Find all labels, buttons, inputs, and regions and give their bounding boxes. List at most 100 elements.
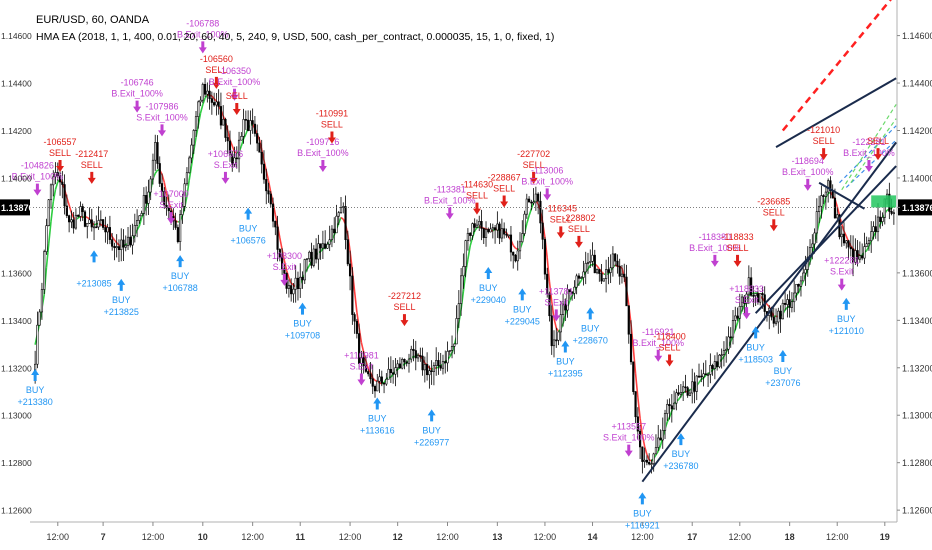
candle-body <box>648 462 651 465</box>
candle-body <box>346 239 349 265</box>
candle-body <box>734 315 737 321</box>
candle <box>231 150 234 172</box>
candle <box>294 265 297 303</box>
candle-body <box>573 286 576 294</box>
candle-body <box>61 181 64 185</box>
signal-exit: S.Exit+107000 <box>153 189 189 225</box>
candle <box>448 350 451 356</box>
candle <box>437 352 440 375</box>
sell-arrow-icon <box>232 103 241 116</box>
candle-body <box>682 386 685 393</box>
candle <box>605 259 608 293</box>
candle <box>392 360 395 384</box>
candle <box>851 235 855 277</box>
candle <box>52 170 55 197</box>
candle <box>389 356 392 383</box>
candle-body <box>600 273 603 282</box>
candle <box>394 358 397 387</box>
candle <box>654 434 658 455</box>
candle-body <box>876 216 880 233</box>
candle-body <box>616 260 619 267</box>
candle <box>480 209 483 241</box>
candle <box>489 223 492 233</box>
signal-sell: SELL-118833 <box>721 232 754 267</box>
candle <box>174 212 177 230</box>
candle-body <box>829 180 832 192</box>
left-tick-label: 1.12800 <box>1 458 32 468</box>
candle <box>412 339 415 362</box>
candle <box>86 222 89 239</box>
candle-body <box>208 90 211 99</box>
signal-sell: SELL <box>226 91 248 116</box>
candle <box>566 284 569 318</box>
candle <box>516 240 519 271</box>
candle <box>358 323 361 370</box>
candle <box>539 191 542 234</box>
candle <box>364 356 368 373</box>
sell-arrow-icon <box>472 202 481 215</box>
candle <box>849 235 852 257</box>
hma-segment <box>340 216 344 220</box>
signal-buy: BUY +236780 <box>663 433 699 471</box>
candle-body <box>326 243 329 249</box>
candle-body <box>389 368 392 374</box>
candle-body <box>54 172 57 178</box>
signal-label: SELL <box>466 191 488 201</box>
candle-body <box>337 212 340 217</box>
candle <box>892 209 895 225</box>
y-tick-label: 1.13400 <box>902 316 932 326</box>
candle-body <box>260 151 263 165</box>
signal-exit: S.Exit+113781 <box>539 286 574 322</box>
candle <box>106 223 109 245</box>
candle-body <box>240 136 243 141</box>
candle <box>795 283 798 301</box>
candle-body <box>321 243 324 249</box>
candle-body <box>267 190 270 195</box>
candle <box>781 299 784 320</box>
candle <box>219 92 223 130</box>
candle <box>247 110 250 132</box>
candle-body <box>818 205 821 212</box>
candle-body <box>643 459 646 462</box>
candle <box>464 239 467 278</box>
candle <box>426 352 429 381</box>
candle-body <box>575 275 578 288</box>
signal-label: +229040 <box>471 295 506 305</box>
candle-body <box>716 361 719 368</box>
candle-body <box>772 316 775 324</box>
candle <box>262 150 266 184</box>
sell-arrow-icon <box>529 171 538 184</box>
candle-body <box>201 84 204 101</box>
candle-body <box>686 387 689 396</box>
candle <box>593 249 596 274</box>
candle-body <box>385 378 388 385</box>
hma-segment <box>634 373 639 398</box>
sell-arrow-icon <box>769 219 778 232</box>
candle <box>348 250 352 291</box>
candle-body <box>38 311 41 326</box>
candle <box>711 363 714 376</box>
candle-body <box>525 198 528 215</box>
signal-label: BUY <box>479 283 498 293</box>
candle <box>108 215 111 245</box>
hma-segment <box>596 265 600 270</box>
signal-sell: SELL-228802 <box>562 213 595 248</box>
candle <box>661 417 664 449</box>
candle <box>847 239 850 260</box>
x-tick-label: 12:00 <box>142 532 165 542</box>
candle-body <box>394 367 397 375</box>
candle <box>754 293 757 307</box>
candle <box>179 209 182 251</box>
candle-body <box>181 206 184 216</box>
candle-body <box>104 227 107 233</box>
signal-sell: SELL-114630 <box>461 180 493 215</box>
candle-body <box>607 269 610 273</box>
candle-body <box>602 278 605 282</box>
exit-arrow-icon <box>543 188 552 201</box>
candle <box>779 305 782 333</box>
candle <box>716 352 719 371</box>
candle <box>145 186 148 216</box>
candle-body <box>489 228 492 233</box>
candle <box>586 252 590 274</box>
